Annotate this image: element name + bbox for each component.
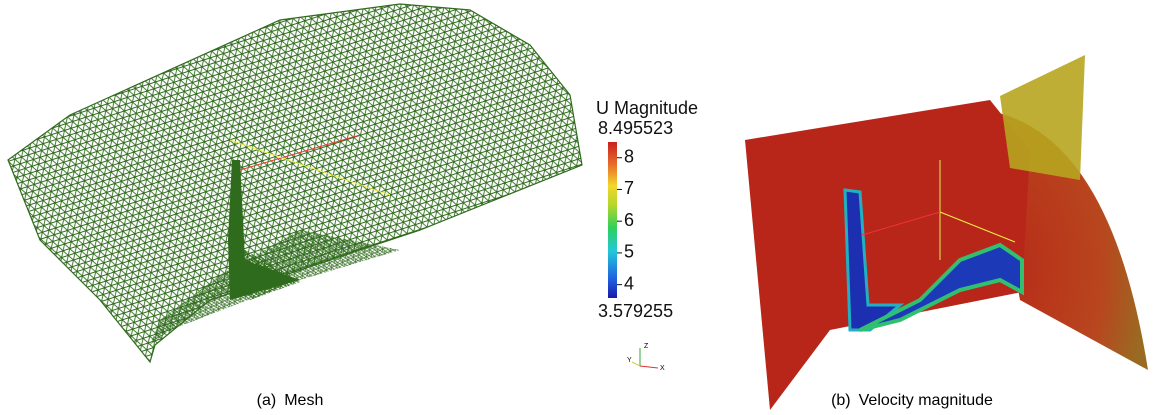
axis-label: Y — [627, 357, 632, 364]
tick-label: 4 — [624, 273, 634, 293]
colorbar-max: 8.495523 — [598, 118, 673, 138]
axis-label: X — [660, 365, 665, 372]
velocity-render — [745, 55, 1148, 410]
colorbar-gradient — [608, 142, 617, 298]
tick-label: 6 — [624, 210, 634, 230]
tick-label: 7 — [624, 178, 634, 198]
figure: U Magnitude 8.495523 3.579255 4 5 6 7 8 Z Y … — [0, 0, 1153, 415]
mesh-render — [8, 4, 582, 362]
caption-label: (a) — [257, 392, 277, 409]
tick-label: 8 — [624, 146, 634, 166]
caption-label: (b) — [831, 392, 851, 409]
caption-text: Velocity magnitude — [859, 392, 993, 409]
colorbar-title: U Magnitude — [596, 98, 698, 118]
colorbar: U Magnitude 8.495523 3.579255 4 5 6 7 8 — [596, 98, 698, 321]
caption-text: Mesh — [284, 392, 323, 409]
tick-label: 5 — [624, 242, 634, 262]
caption: (a) Mesh — [257, 392, 324, 409]
axis-label: Z — [644, 343, 649, 350]
axes-triad: Z Y X — [627, 343, 665, 372]
colorbar-min: 3.579255 — [598, 301, 673, 321]
caption: (b) Velocity magnitude — [831, 392, 993, 409]
